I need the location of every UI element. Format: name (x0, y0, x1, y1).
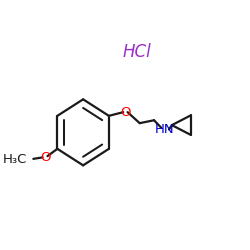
Text: HCl: HCl (123, 43, 152, 61)
Text: HN: HN (155, 123, 175, 136)
Text: O: O (40, 151, 50, 164)
Text: H₃C: H₃C (3, 153, 27, 166)
Text: O: O (120, 106, 131, 119)
